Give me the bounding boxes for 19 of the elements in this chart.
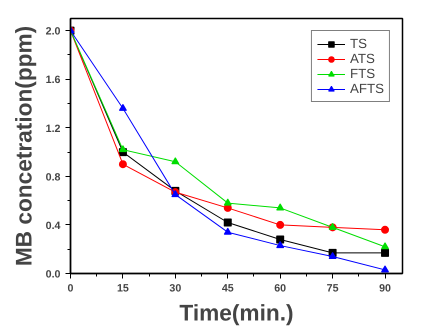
y-axis-title: MB concetration(ppm) [10, 26, 37, 266]
x-tick-label: 90 [379, 282, 392, 294]
x-tick-label: 0 [68, 282, 74, 294]
y-tick-label: 1.6 [46, 74, 61, 86]
x-tick-label: 75 [326, 282, 339, 294]
x-axis-title: Time(min.) [179, 300, 294, 326]
x-tick-label: 15 [116, 282, 129, 294]
x-tick-label: 45 [222, 282, 234, 294]
legend-label: ATS [350, 51, 375, 66]
legend-label: FTS [350, 66, 376, 81]
y-tick-label: 0.0 [46, 268, 61, 280]
y-tick-label: 0.8 [46, 171, 61, 184]
x-tick-label: 30 [169, 282, 182, 294]
legend-label: AFTS [350, 81, 384, 96]
y-tick-label: 1.2 [46, 122, 61, 135]
legend-label: TS [350, 36, 368, 51]
y-tick-label: 2.0 [46, 26, 61, 38]
y-tick-label: 0.4 [46, 220, 61, 232]
x-tick-label: 60 [274, 282, 286, 294]
